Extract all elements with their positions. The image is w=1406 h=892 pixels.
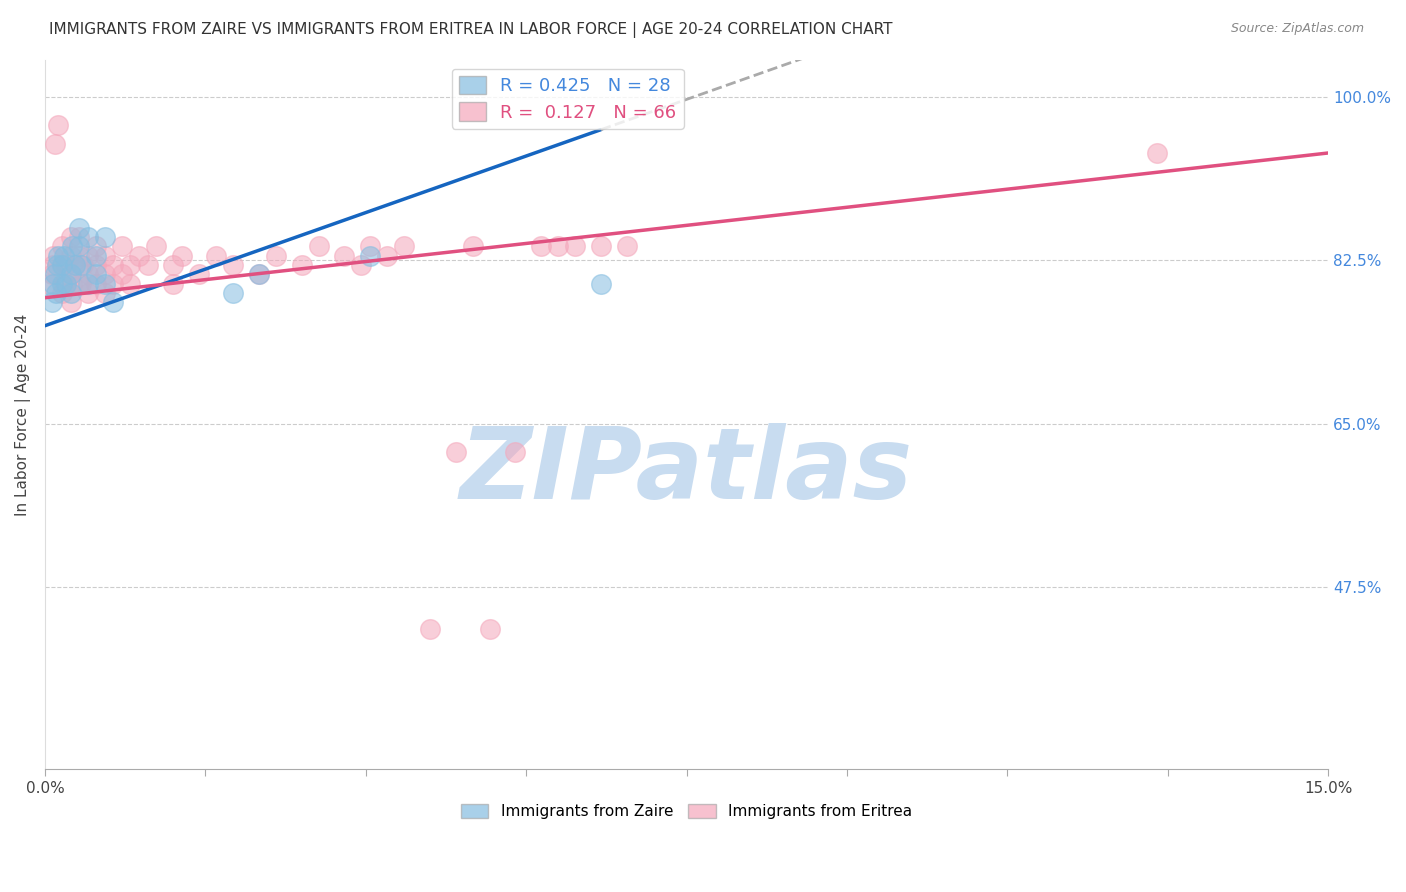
Point <box>120 277 142 291</box>
Point <box>63 258 86 272</box>
Point <box>170 249 193 263</box>
Point <box>205 249 228 263</box>
Legend: Immigrants from Zaire, Immigrants from Eritrea: Immigrants from Zaire, Immigrants from E… <box>454 798 918 825</box>
Point <box>547 239 569 253</box>
Point <box>42 277 65 291</box>
Point <box>461 239 484 253</box>
Point <box>55 258 77 272</box>
Point <box>51 239 73 253</box>
Point <box>51 258 73 272</box>
Point <box>76 230 98 244</box>
Text: IMMIGRANTS FROM ZAIRE VS IMMIGRANTS FROM ERITREA IN LABOR FORCE | AGE 20-24 CORR: IMMIGRANTS FROM ZAIRE VS IMMIGRANTS FROM… <box>49 22 893 38</box>
Point <box>103 295 125 310</box>
Point <box>616 239 638 253</box>
Point <box>103 277 125 291</box>
Point <box>444 445 467 459</box>
Point <box>162 277 184 291</box>
Point <box>84 268 107 282</box>
Point <box>52 249 75 263</box>
Point <box>290 258 312 272</box>
Point <box>51 258 73 272</box>
Point <box>564 239 586 253</box>
Point <box>359 249 381 263</box>
Point <box>67 220 90 235</box>
Point <box>84 258 107 272</box>
Point <box>67 239 90 253</box>
Point <box>59 286 82 301</box>
Point <box>308 239 330 253</box>
Point <box>69 277 91 291</box>
Point <box>128 249 150 263</box>
Point <box>84 239 107 253</box>
Point <box>51 277 73 291</box>
Point <box>222 286 245 301</box>
Point <box>76 286 98 301</box>
Point <box>76 268 98 282</box>
Point <box>59 268 82 282</box>
Point <box>333 249 356 263</box>
Point <box>55 277 77 291</box>
Point <box>51 286 73 301</box>
Point <box>52 277 75 291</box>
Point <box>59 295 82 310</box>
Point <box>59 268 82 282</box>
Point <box>419 622 441 636</box>
Point <box>44 268 66 282</box>
Point <box>247 268 270 282</box>
Point <box>67 230 90 244</box>
Point <box>60 277 83 291</box>
Point <box>46 118 69 132</box>
Point <box>505 445 527 459</box>
Point <box>94 286 117 301</box>
Point <box>41 268 63 282</box>
Point <box>76 249 98 263</box>
Point <box>111 268 134 282</box>
Point <box>67 277 90 291</box>
Point <box>392 239 415 253</box>
Point <box>111 239 134 253</box>
Point <box>45 286 67 301</box>
Point <box>478 622 501 636</box>
Point <box>350 258 373 272</box>
Point <box>222 258 245 272</box>
Point <box>42 249 65 263</box>
Point <box>46 249 69 263</box>
Point <box>136 258 159 272</box>
Point <box>41 295 63 310</box>
Point <box>530 239 553 253</box>
Point <box>589 239 612 253</box>
Point <box>187 268 209 282</box>
Point <box>60 239 83 253</box>
Point <box>59 249 82 263</box>
Point <box>38 277 60 291</box>
Point <box>69 258 91 272</box>
Point <box>589 277 612 291</box>
Point <box>76 277 98 291</box>
Point <box>162 258 184 272</box>
Point <box>94 249 117 263</box>
Point <box>94 230 117 244</box>
Point <box>67 249 90 263</box>
Point <box>359 239 381 253</box>
Point <box>264 249 287 263</box>
Point <box>94 277 117 291</box>
Point <box>63 258 86 272</box>
Point <box>375 249 398 263</box>
Point <box>42 258 65 272</box>
Text: Source: ZipAtlas.com: Source: ZipAtlas.com <box>1230 22 1364 36</box>
Text: ZIPatlas: ZIPatlas <box>460 423 912 520</box>
Point <box>84 249 107 263</box>
Point <box>72 258 94 272</box>
Point <box>44 136 66 151</box>
Point <box>247 268 270 282</box>
Y-axis label: In Labor Force | Age 20-24: In Labor Force | Age 20-24 <box>15 313 31 516</box>
Point <box>45 258 67 272</box>
Point <box>84 277 107 291</box>
Point <box>103 258 125 272</box>
Point <box>94 268 117 282</box>
Point <box>1146 146 1168 161</box>
Point <box>145 239 167 253</box>
Point <box>59 230 82 244</box>
Point <box>120 258 142 272</box>
